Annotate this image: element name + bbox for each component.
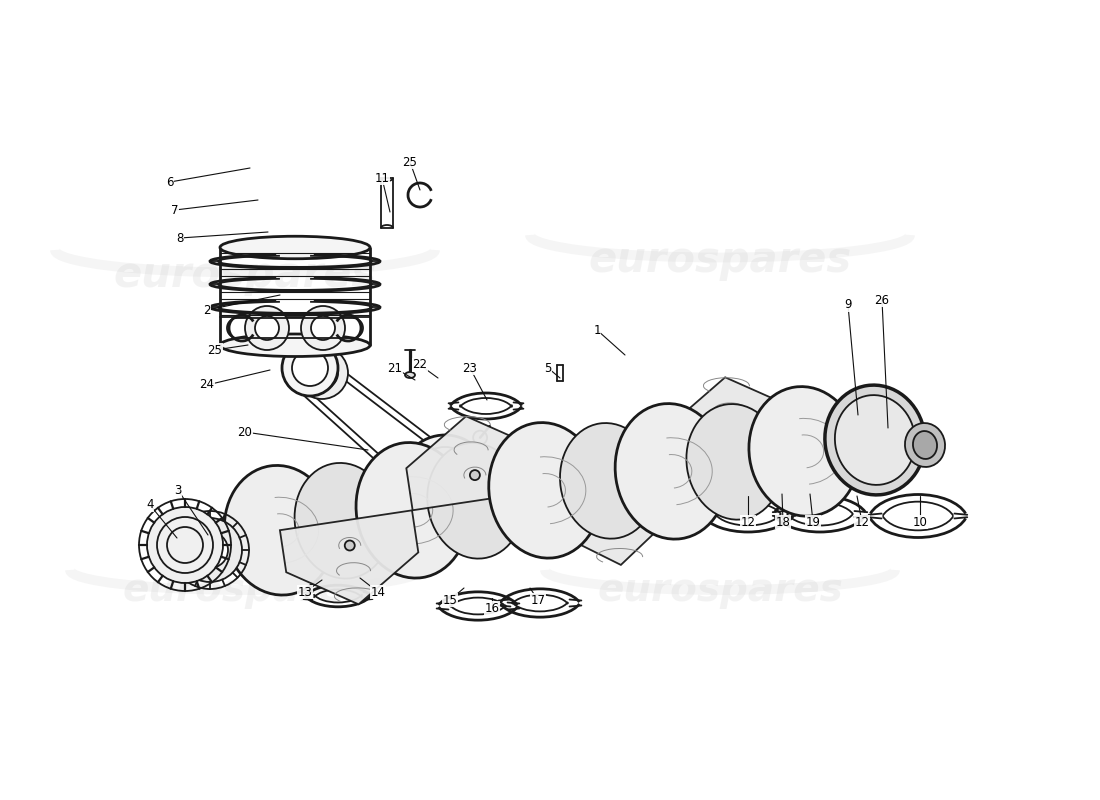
Circle shape xyxy=(245,306,289,350)
Circle shape xyxy=(157,517,213,573)
Circle shape xyxy=(296,347,348,399)
Polygon shape xyxy=(406,416,544,510)
Ellipse shape xyxy=(615,403,728,539)
Circle shape xyxy=(729,431,739,441)
Text: 14: 14 xyxy=(371,586,385,598)
Text: 25: 25 xyxy=(208,343,222,357)
Text: 8: 8 xyxy=(176,231,184,245)
Polygon shape xyxy=(548,472,674,565)
Text: 9: 9 xyxy=(845,298,851,311)
Ellipse shape xyxy=(488,422,602,558)
Text: 20: 20 xyxy=(238,426,252,438)
Text: 21: 21 xyxy=(387,362,403,374)
Text: 12: 12 xyxy=(855,515,869,529)
Text: 5: 5 xyxy=(544,362,552,374)
Ellipse shape xyxy=(427,443,524,558)
Text: eurospares: eurospares xyxy=(597,571,843,609)
Circle shape xyxy=(306,357,338,389)
Text: 23: 23 xyxy=(463,362,477,374)
Text: 1: 1 xyxy=(593,323,601,337)
Text: eurospares: eurospares xyxy=(113,254,376,296)
Text: 18: 18 xyxy=(776,515,791,529)
Text: 26: 26 xyxy=(874,294,890,306)
Text: 3: 3 xyxy=(174,483,182,497)
Text: 6: 6 xyxy=(166,175,174,189)
Text: 11: 11 xyxy=(374,171,389,185)
Ellipse shape xyxy=(913,431,937,459)
Circle shape xyxy=(282,340,338,396)
Ellipse shape xyxy=(295,463,390,578)
Text: 24: 24 xyxy=(199,378,214,391)
Polygon shape xyxy=(666,378,804,471)
Text: 19: 19 xyxy=(805,515,821,529)
Text: 25: 25 xyxy=(403,155,417,169)
Circle shape xyxy=(607,501,617,511)
Text: eurospares: eurospares xyxy=(122,571,367,609)
Ellipse shape xyxy=(560,423,657,538)
Circle shape xyxy=(400,435,490,525)
Circle shape xyxy=(433,458,493,518)
Ellipse shape xyxy=(220,236,370,258)
Text: 17: 17 xyxy=(530,594,546,606)
Text: 15: 15 xyxy=(442,594,458,606)
Circle shape xyxy=(421,446,505,530)
Text: 16: 16 xyxy=(484,602,499,614)
Polygon shape xyxy=(279,510,418,604)
Circle shape xyxy=(301,306,345,350)
Circle shape xyxy=(292,350,328,386)
Text: 22: 22 xyxy=(412,358,428,371)
Text: 13: 13 xyxy=(298,586,312,598)
Circle shape xyxy=(473,430,487,445)
Text: 12: 12 xyxy=(740,515,756,529)
Ellipse shape xyxy=(905,423,945,467)
Circle shape xyxy=(344,541,355,550)
Text: eurospares: eurospares xyxy=(588,239,851,281)
Text: 2: 2 xyxy=(204,303,211,317)
Ellipse shape xyxy=(686,404,783,520)
Text: 7: 7 xyxy=(172,203,178,217)
Ellipse shape xyxy=(356,442,469,578)
Ellipse shape xyxy=(749,386,859,516)
Circle shape xyxy=(255,316,279,340)
Circle shape xyxy=(403,515,417,530)
Circle shape xyxy=(167,527,204,563)
Text: 4: 4 xyxy=(146,498,154,511)
Circle shape xyxy=(470,470,480,480)
Ellipse shape xyxy=(825,385,925,495)
Ellipse shape xyxy=(835,395,915,485)
Circle shape xyxy=(412,447,478,513)
Ellipse shape xyxy=(224,466,334,595)
Circle shape xyxy=(192,532,228,568)
Circle shape xyxy=(147,507,223,583)
Circle shape xyxy=(311,316,336,340)
Circle shape xyxy=(178,518,242,582)
Text: 10: 10 xyxy=(913,515,927,529)
Ellipse shape xyxy=(405,372,415,378)
Ellipse shape xyxy=(220,334,370,357)
